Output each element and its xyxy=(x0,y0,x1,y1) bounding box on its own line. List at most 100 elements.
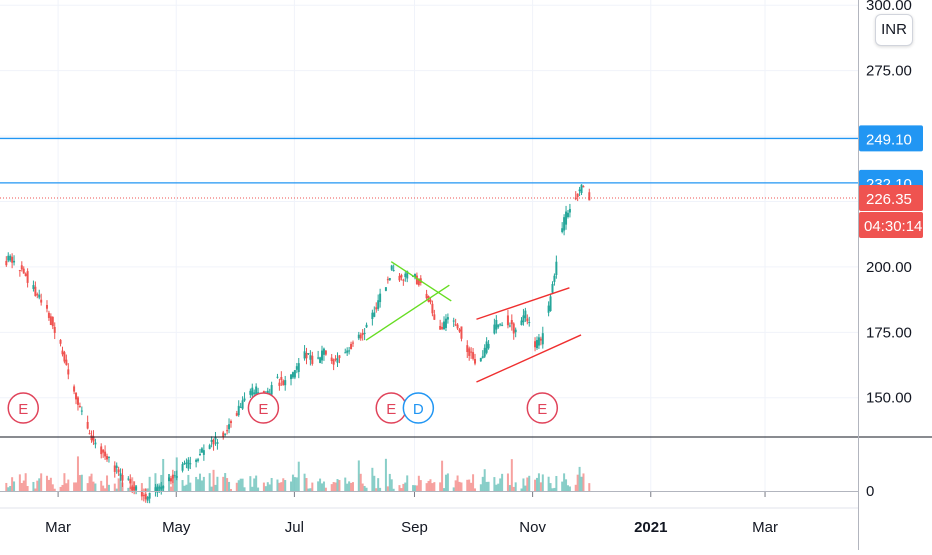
candle-body xyxy=(36,294,39,296)
volume-bar xyxy=(280,482,283,491)
volume-bar xyxy=(506,473,509,491)
candle-body xyxy=(508,325,511,327)
candle-body xyxy=(135,486,138,490)
earnings-marker-label: E xyxy=(258,401,268,418)
volume-bar xyxy=(9,485,12,491)
candle-body xyxy=(5,260,8,266)
candle-body xyxy=(537,337,540,346)
volume-bar xyxy=(402,483,405,491)
candle-body xyxy=(580,184,583,193)
volume-bar xyxy=(251,486,254,491)
candle-body xyxy=(160,486,163,490)
volume-bar xyxy=(431,483,434,491)
candle-body xyxy=(47,312,50,318)
volume-bar xyxy=(278,482,281,491)
volume-bar xyxy=(127,487,130,491)
volume-bar xyxy=(398,485,401,491)
volume-bar xyxy=(67,479,70,491)
volume-bar xyxy=(384,458,387,491)
volume-bar xyxy=(481,476,484,491)
price-tick-label: 300.00 xyxy=(866,0,912,14)
candle-body xyxy=(398,275,401,281)
volume-bar xyxy=(53,488,56,491)
candle-body xyxy=(553,275,556,282)
time-tick-label: Mar xyxy=(45,519,71,536)
volume-bar xyxy=(375,488,378,491)
volume-bar xyxy=(189,482,192,491)
candle-body xyxy=(210,439,213,442)
candle-body xyxy=(499,323,502,325)
candle-body xyxy=(433,314,436,320)
volume-bar xyxy=(582,473,585,491)
candle-body xyxy=(520,320,523,326)
volume-bar xyxy=(266,482,269,491)
volume-bar xyxy=(495,484,498,491)
candle-body xyxy=(65,359,68,365)
volume-bar xyxy=(76,456,79,491)
candle-body xyxy=(454,324,457,326)
volume-bar xyxy=(104,488,107,491)
candle-body xyxy=(582,186,585,188)
candle-body xyxy=(26,271,29,283)
volume-bar xyxy=(168,473,171,491)
volume-bar xyxy=(311,482,314,491)
volume-bar xyxy=(268,484,271,491)
volume-bar xyxy=(373,475,376,491)
volume-bar xyxy=(386,486,389,491)
volume-bar xyxy=(413,485,416,491)
volume-bar xyxy=(439,482,442,491)
volume-bar xyxy=(565,479,568,491)
candle-body xyxy=(522,315,525,323)
volume-bar xyxy=(549,483,552,491)
earnings-marker-circle xyxy=(247,392,280,424)
candle-body xyxy=(483,347,486,357)
volume-bar xyxy=(51,484,54,491)
candle-body xyxy=(563,217,566,231)
volume-bar xyxy=(100,480,103,491)
volume-bar xyxy=(237,480,240,491)
candle-body xyxy=(336,358,339,363)
volume-bar xyxy=(290,481,293,491)
candle-body xyxy=(526,318,529,322)
volume-bar xyxy=(264,486,267,491)
candle-body xyxy=(228,424,231,430)
candle-body xyxy=(514,329,517,333)
volume-bar xyxy=(210,486,213,491)
time-tick-label: Mar xyxy=(752,519,778,536)
candle-body xyxy=(466,345,469,353)
candle-body xyxy=(379,293,382,303)
candle-body xyxy=(9,255,12,261)
volume-bar xyxy=(181,480,184,491)
candle-body xyxy=(212,439,215,445)
volume-bar xyxy=(417,475,420,491)
earnings-marker-label: E xyxy=(18,401,28,418)
volume-bar xyxy=(346,483,349,491)
candle-body xyxy=(415,275,418,285)
volume-bar xyxy=(119,473,122,491)
candle-body xyxy=(11,256,14,263)
candle-body xyxy=(319,357,322,363)
candle-body xyxy=(444,318,447,328)
candle-body xyxy=(375,307,378,310)
volume-bar xyxy=(208,473,211,491)
horizontal-line-label: 249.10 xyxy=(866,131,912,148)
currency-button[interactable]: INR xyxy=(875,14,913,46)
volume-bar xyxy=(20,482,23,491)
candle-body xyxy=(468,348,471,356)
drawings xyxy=(0,137,858,383)
earnings-marker-label: E xyxy=(537,401,547,418)
volume-bar xyxy=(63,473,66,491)
volume-pane xyxy=(5,456,591,491)
volume-bar xyxy=(86,483,89,491)
volume-bar xyxy=(36,480,39,491)
volume-bar xyxy=(537,473,540,491)
candle-body xyxy=(175,475,178,478)
volume-bar xyxy=(216,476,219,491)
volume-bar xyxy=(185,484,188,491)
volume-bar xyxy=(243,487,246,491)
volume-bar xyxy=(388,473,391,491)
candle-body xyxy=(392,269,395,271)
candle-body xyxy=(24,273,27,277)
